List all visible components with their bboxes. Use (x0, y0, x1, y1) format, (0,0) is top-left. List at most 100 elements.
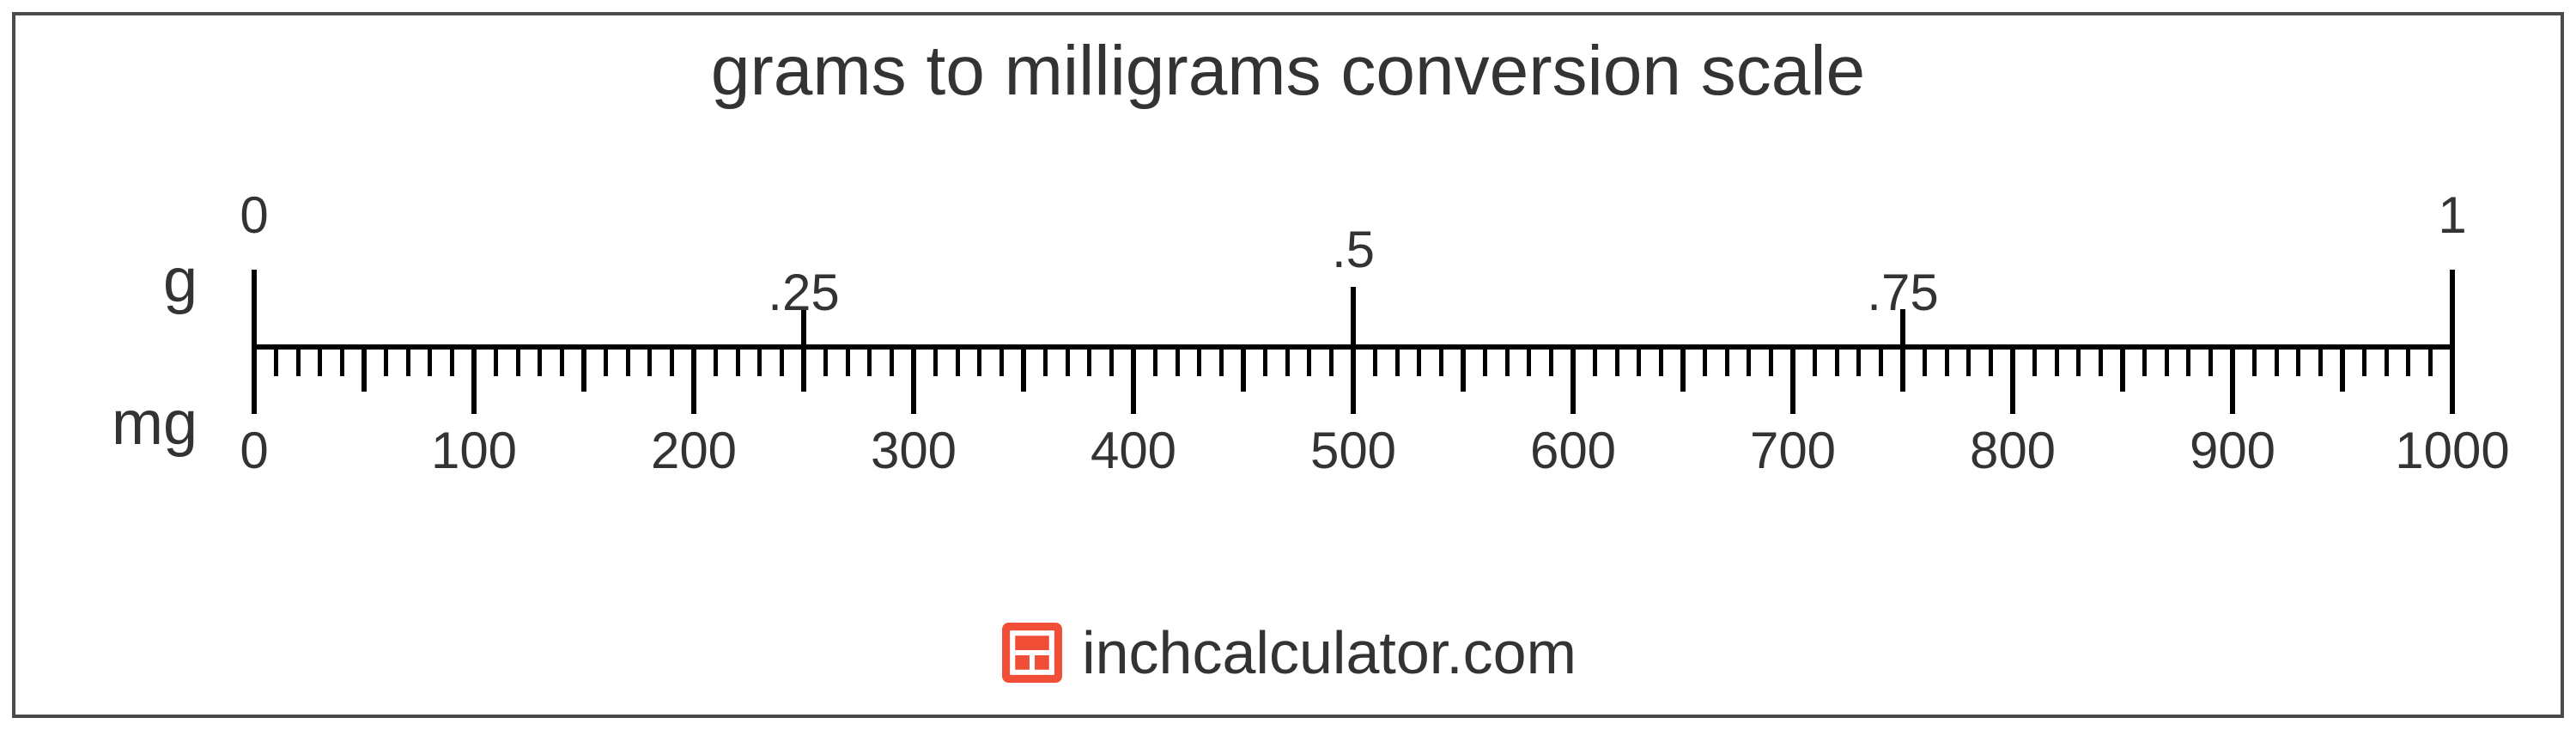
bottom-tick-label: 1000 (2395, 421, 2509, 480)
bottom-tick (1527, 347, 1531, 376)
bottom-tick-label: 100 (431, 421, 517, 480)
top-tick (1351, 287, 1356, 347)
bottom-tick (1439, 347, 1443, 376)
bottom-tick (1856, 347, 1861, 376)
bottom-tick (2340, 347, 2345, 392)
bottom-tick-label: 600 (1530, 421, 1616, 480)
bottom-tick (714, 347, 718, 376)
bottom-tick (604, 347, 608, 376)
bottom-tick (471, 347, 477, 414)
bottom-tick (801, 347, 806, 392)
top-tick (2450, 270, 2455, 347)
unit-label-bottom: mg (43, 388, 197, 459)
bottom-tick-label: 700 (1750, 421, 1836, 480)
bottom-tick (1593, 347, 1597, 376)
bottom-tick (2142, 347, 2147, 376)
bottom-tick (1571, 347, 1576, 414)
bottom-tick (780, 347, 784, 376)
bottom-tick (1725, 347, 1729, 376)
bottom-tick (1747, 347, 1751, 376)
bottom-tick (1549, 347, 1553, 376)
bottom-tick (867, 347, 872, 376)
bottom-tick (1966, 347, 1971, 376)
top-tick-label: 1 (2438, 186, 2466, 245)
bottom-tick (2010, 347, 2015, 414)
bottom-tick (581, 347, 586, 392)
bottom-tick (1043, 347, 1048, 376)
bottom-tick (2208, 347, 2213, 376)
bottom-tick (1197, 347, 1201, 376)
bottom-tick (956, 347, 960, 376)
bottom-tick (1505, 347, 1510, 376)
bottom-tick (2099, 347, 2103, 376)
bottom-tick (296, 347, 301, 376)
bottom-tick (1395, 347, 1400, 376)
bottom-tick (2120, 347, 2125, 392)
bottom-tick (1351, 347, 1356, 414)
bottom-tick (1945, 347, 1949, 376)
bottom-tick (1680, 347, 1686, 392)
bottom-tick (1241, 347, 1246, 392)
bottom-tick (2362, 347, 2366, 376)
bottom-tick (2032, 347, 2037, 376)
bottom-tick (1176, 347, 1180, 376)
bottom-tick (691, 347, 696, 414)
bottom-tick (2318, 347, 2323, 376)
bottom-tick (670, 347, 674, 376)
bottom-tick (1900, 347, 1905, 392)
bottom-tick (361, 347, 367, 392)
bottom-tick (2296, 347, 2300, 376)
bottom-tick (1219, 347, 1224, 376)
bottom-tick (1769, 347, 1773, 376)
bottom-tick (2230, 347, 2235, 414)
bottom-tick (1790, 347, 1795, 414)
top-tick-label: .5 (1332, 220, 1375, 279)
bottom-tick (560, 347, 564, 376)
bottom-tick (1263, 347, 1267, 376)
bottom-tick-label: 0 (240, 421, 268, 480)
bottom-tick (999, 347, 1004, 376)
bottom-tick (1659, 347, 1663, 376)
bottom-tick (2076, 347, 2081, 376)
bottom-tick (1417, 347, 1421, 376)
bottom-tick (1989, 347, 1993, 376)
bottom-tick (1703, 347, 1707, 376)
bottom-tick (736, 347, 740, 376)
bottom-tick (2165, 347, 2169, 376)
bottom-tick (274, 347, 278, 376)
conversion-scale: 0.25.5.751010020030040050060070080090010… (254, 347, 2452, 348)
bottom-tick (977, 347, 981, 376)
bottom-tick (340, 347, 344, 376)
bottom-tick (450, 347, 454, 376)
bottom-tick (538, 347, 542, 376)
bottom-tick (1021, 347, 1026, 392)
bottom-tick (2385, 347, 2389, 376)
bottom-tick (1307, 347, 1311, 376)
bottom-tick (823, 347, 828, 376)
bottom-tick (1923, 347, 1927, 376)
bottom-tick (757, 347, 762, 376)
bottom-tick-label: 400 (1091, 421, 1176, 480)
bottom-tick (1285, 347, 1290, 376)
chart-title: grams to milligrams conversion scale (0, 31, 2576, 112)
top-tick-label: .25 (768, 263, 839, 322)
bottom-tick (1813, 347, 1817, 376)
bottom-tick (933, 347, 938, 376)
footer-text: inchcalculator.com (1082, 618, 1577, 687)
top-tick (252, 270, 257, 347)
bottom-tick (384, 347, 388, 376)
bottom-tick-label: 800 (1970, 421, 2056, 480)
bottom-tick (406, 347, 410, 376)
bottom-tick (890, 347, 894, 376)
bottom-tick (2450, 347, 2455, 414)
bottom-tick-label: 200 (651, 421, 737, 480)
bottom-tick (2055, 347, 2059, 376)
bottom-tick (2275, 347, 2279, 376)
bottom-tick (494, 347, 498, 376)
bottom-tick (252, 347, 257, 414)
top-tick-label: 0 (240, 186, 268, 245)
bottom-tick (516, 347, 520, 376)
bottom-tick (1461, 347, 1466, 392)
bottom-tick-label: 300 (871, 421, 957, 480)
bottom-tick (1066, 347, 1070, 376)
